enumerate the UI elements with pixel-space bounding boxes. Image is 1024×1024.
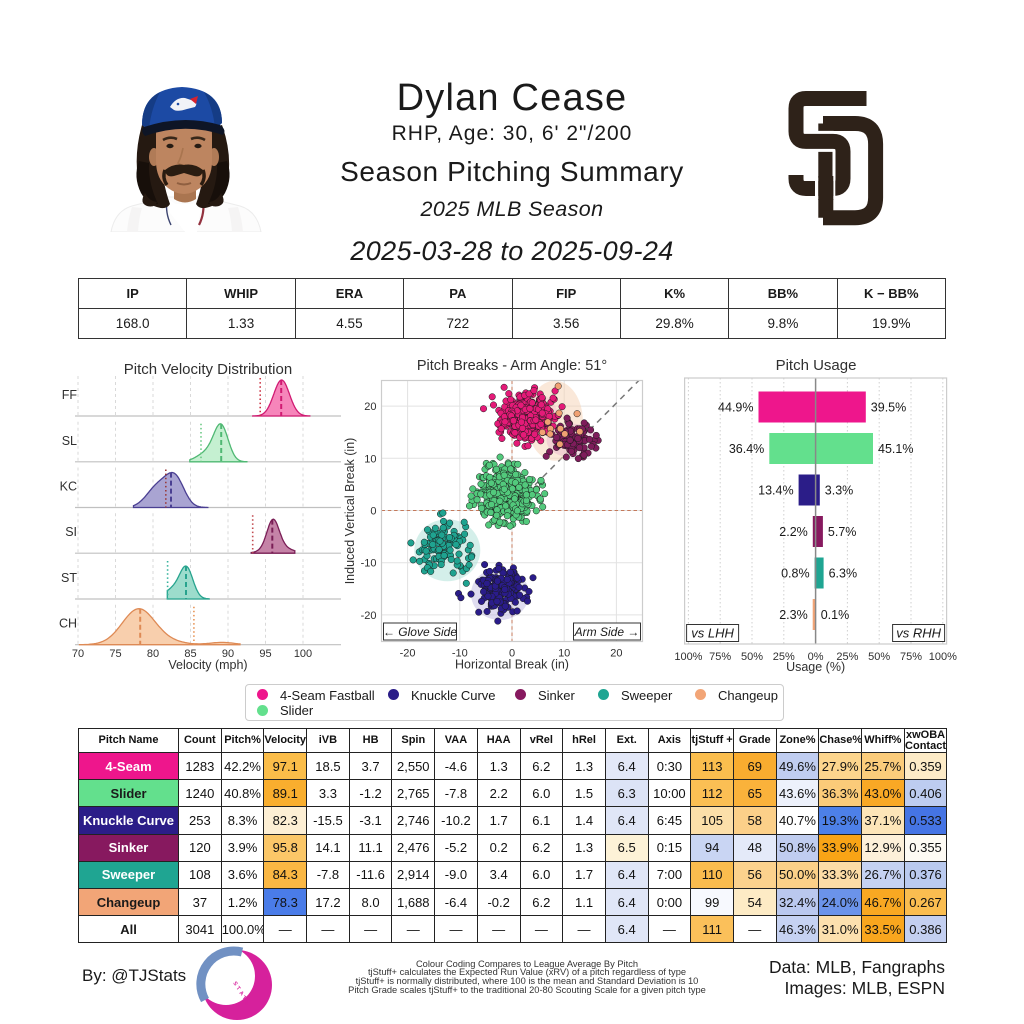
svg-text:0: 0	[370, 506, 376, 518]
svg-text:-10: -10	[361, 558, 377, 570]
svg-text:S: S	[243, 1000, 250, 1007]
svg-text:-20: -20	[361, 610, 377, 622]
svg-text:SL: SL	[62, 434, 77, 448]
svg-text:44.9%: 44.9%	[718, 401, 753, 415]
svg-text:Velocity (mph): Velocity (mph)	[168, 658, 247, 672]
svg-text:Pitch Usage: Pitch Usage	[776, 357, 857, 374]
svg-text:vs RHH: vs RHH	[896, 626, 941, 641]
svg-text:100%: 100%	[674, 651, 702, 663]
svg-text:3.3%: 3.3%	[825, 484, 854, 498]
svg-text:vs LHH: vs LHH	[691, 626, 734, 641]
svg-text:70: 70	[72, 648, 84, 660]
svg-text:10: 10	[364, 453, 376, 465]
svg-text:SI: SI	[65, 525, 77, 539]
svg-text:ST: ST	[61, 571, 77, 585]
svg-text:50%: 50%	[868, 651, 890, 663]
svg-text:36.4%: 36.4%	[729, 442, 764, 456]
svg-text:0: 0	[509, 648, 515, 660]
svg-text:20: 20	[610, 648, 622, 660]
svg-text:0.8%: 0.8%	[781, 567, 810, 581]
svg-text:5.7%: 5.7%	[828, 525, 857, 539]
svg-text:Horizontal Break (in): Horizontal Break (in)	[455, 658, 569, 672]
svg-text:KC: KC	[60, 480, 77, 494]
svg-text:80: 80	[147, 648, 159, 660]
svg-text:Pitch Breaks - Arm Angle: 51°: Pitch Breaks - Arm Angle: 51°	[417, 358, 607, 374]
svg-text:2.3%: 2.3%	[779, 608, 808, 622]
svg-text:← Glove Side: ← Glove Side	[383, 625, 457, 639]
svg-text:6.3%: 6.3%	[829, 567, 858, 581]
svg-text:75%: 75%	[900, 651, 922, 663]
svg-text:75: 75	[109, 648, 121, 660]
svg-text:-10: -10	[452, 648, 468, 660]
svg-text:20: 20	[364, 401, 376, 413]
svg-text:75%: 75%	[709, 651, 731, 663]
svg-text:T: T	[241, 995, 248, 1002]
svg-text:45.1%: 45.1%	[878, 442, 913, 456]
svg-text:CH: CH	[59, 617, 77, 631]
svg-text:100: 100	[294, 648, 312, 660]
svg-text:FF: FF	[62, 388, 78, 402]
svg-text:90: 90	[222, 648, 234, 660]
svg-text:95: 95	[259, 648, 271, 660]
svg-text:Usage (%): Usage (%)	[786, 660, 845, 674]
svg-text:S: S	[231, 981, 238, 988]
svg-text:0%: 0%	[808, 651, 824, 663]
svg-text:Induced Vertical Break (in): Induced Vertical Break (in)	[343, 438, 357, 585]
svg-text:-20: -20	[400, 648, 416, 660]
svg-text:T: T	[234, 985, 241, 992]
svg-text:13.4%: 13.4%	[758, 484, 793, 498]
svg-text:25%: 25%	[773, 651, 795, 663]
svg-text:10: 10	[558, 648, 570, 660]
svg-text:Pitch Velocity Distribution: Pitch Velocity Distribution	[124, 361, 292, 378]
svg-text:50%: 50%	[741, 651, 763, 663]
svg-text:0.1%: 0.1%	[821, 608, 850, 622]
svg-text:25%: 25%	[836, 651, 858, 663]
svg-text:100%: 100%	[929, 651, 957, 663]
svg-text:Arm Side →: Arm Side →	[574, 625, 640, 639]
svg-text:39.5%: 39.5%	[871, 401, 906, 415]
svg-text:A: A	[238, 990, 245, 997]
svg-text:85: 85	[184, 648, 196, 660]
svg-text:2.2%: 2.2%	[779, 525, 808, 539]
